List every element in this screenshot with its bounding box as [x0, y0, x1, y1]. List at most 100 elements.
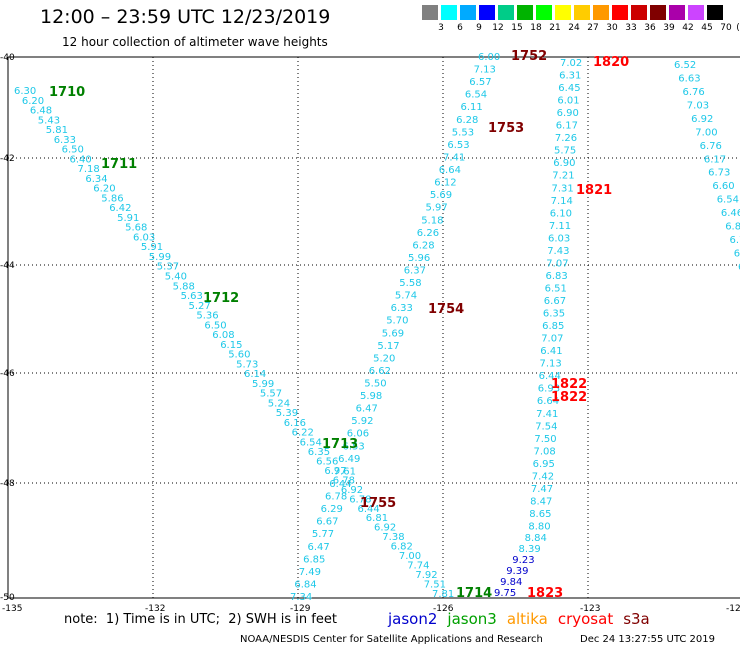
pass-time-label: 1821 [576, 183, 612, 198]
scale-label: 21 [549, 23, 561, 33]
swh-value: 6.95 [533, 459, 555, 470]
swh-value: 6.84 [294, 579, 316, 590]
swh-value: 5.73 [236, 359, 258, 370]
scale-swatch [593, 5, 610, 20]
swh-value: 6.33 [391, 303, 413, 314]
scale-label: 12 [492, 23, 504, 33]
pass-time-label: 1710 [49, 85, 85, 100]
swh-value: 7.43 [547, 246, 569, 257]
swh-value: 6.11 [461, 102, 483, 113]
swh-value: 6.85 [542, 321, 564, 332]
swh-value: 5.63 [181, 291, 203, 302]
swh-value: 6.52 [674, 60, 696, 71]
swh-value: 6.44 [358, 504, 380, 515]
scale-swatch [422, 5, 439, 20]
scale-label: 45 [701, 23, 713, 33]
credit-line: NOAA/NESDIS Center for Satellite Applica… [240, 634, 543, 645]
swh-value: 8.65 [529, 509, 551, 520]
legend-item-altika: altika [506, 610, 548, 628]
swh-value: 6.90 [557, 108, 579, 119]
swh-value: 6.78 [333, 475, 355, 486]
swh-value: 7.14 [551, 196, 573, 207]
scale-label: 9 [476, 23, 482, 33]
swh-value: 8.84 [525, 533, 547, 544]
swh-value: 6.93 [538, 384, 560, 395]
swh-value: 6.31 [559, 71, 581, 82]
swh-value: 5.91 [141, 242, 163, 253]
swh-value: 7.07 [541, 334, 563, 345]
x-tick-label: -132 [145, 604, 165, 614]
swh-value: 6.35 [308, 447, 330, 458]
swh-value: 6.20 [93, 184, 115, 195]
swh-value: 6.51 [545, 284, 567, 295]
swh-value: 6.03 [133, 232, 155, 243]
swh-value: 7.07 [546, 258, 568, 269]
swh-value: 7.13 [540, 359, 562, 370]
swh-value: 5.70 [386, 316, 408, 327]
swh-value: 5.39 [276, 408, 298, 419]
swh-value: 6.47 [356, 404, 378, 415]
pass-time-label: 1822 [551, 390, 587, 405]
swh-value: 7.42 [532, 471, 554, 482]
scale-swatch [498, 5, 515, 20]
pass-time-label: 1714 [456, 586, 492, 601]
swh-value: 6.53 [343, 441, 365, 452]
swh-value: 6.49 [338, 454, 360, 465]
swh-value: 5.99 [252, 379, 274, 390]
swh-value: 6.17 [704, 154, 726, 165]
swh-value: 6.76 [683, 87, 705, 98]
y-tick-label: -48 [0, 479, 15, 489]
swh-value: 6.54 [465, 90, 487, 101]
swh-value: 5.40 [165, 272, 187, 283]
swh-value: 6.92 [374, 523, 396, 534]
y-tick-label: -44 [0, 261, 15, 271]
y-tick-label: -40 [0, 53, 15, 63]
axis-ticks: -135 -132 -129 -126 -123 -120 -40 -42 -44 -46 -48 -… [0, 53, 740, 614]
swh-value: 6.12 [434, 178, 456, 189]
swh-value: 6.15 [220, 340, 242, 351]
swh-value: 6.81 [366, 513, 388, 524]
swh-value: 6.33 [54, 135, 76, 146]
swh-value: 5.99 [149, 252, 171, 263]
swh-value: 6.41 [540, 346, 562, 357]
swh-value: 5.37 [157, 262, 179, 273]
scale-swatch [517, 5, 534, 20]
pass-time-label: 1755 [360, 496, 396, 511]
swh-value: 6.53 [447, 140, 469, 151]
scale-swatch [612, 5, 629, 20]
swh-value: 7.08 [534, 446, 556, 457]
swh-value: 6.47 [308, 542, 330, 553]
legend-item-cryosat: cryosat [557, 610, 614, 628]
x-tick-label: -135 [2, 604, 22, 614]
swh-value: 7.51 [424, 580, 446, 591]
swh-value: 8.47 [530, 497, 552, 508]
swh-value: 9.75 [494, 588, 516, 599]
swh-value: 5.58 [399, 278, 421, 289]
swh-value: 5.74 [395, 291, 417, 302]
pass-time-label: 1823 [527, 586, 563, 601]
swh-value: 7.50 [534, 434, 556, 445]
swh-value: 6.45 [558, 83, 580, 94]
swh-value: 5.77 [312, 529, 334, 540]
pass-time-label: 1711 [101, 157, 137, 172]
swh-value: 6.83 [546, 271, 568, 282]
swh-value: 7.34 [290, 592, 312, 603]
x-tick-label: -123 [580, 604, 600, 614]
swh-value: 6.78 [325, 492, 347, 503]
scale-label: 33 [625, 23, 637, 33]
scale-swatch [688, 5, 705, 20]
swh-value: 8.80 [528, 522, 550, 533]
swh-value: 7.11 [549, 221, 571, 232]
scale-label: 36 [644, 23, 656, 33]
swh-value: 5.20 [373, 353, 395, 364]
swh-value: 7.13 [474, 65, 496, 76]
swh-value: 6.44 [539, 371, 561, 382]
swh-value: 5.50 [364, 379, 386, 390]
swh-value: 6.20 [22, 96, 44, 107]
swh-value: 6.85 [303, 554, 325, 565]
swh-value: 5.86 [101, 193, 123, 204]
swh-value: 6.28 [456, 115, 478, 126]
swh-value: 6.73 [708, 168, 730, 179]
legend-item-jason3: jason3 [447, 610, 497, 628]
